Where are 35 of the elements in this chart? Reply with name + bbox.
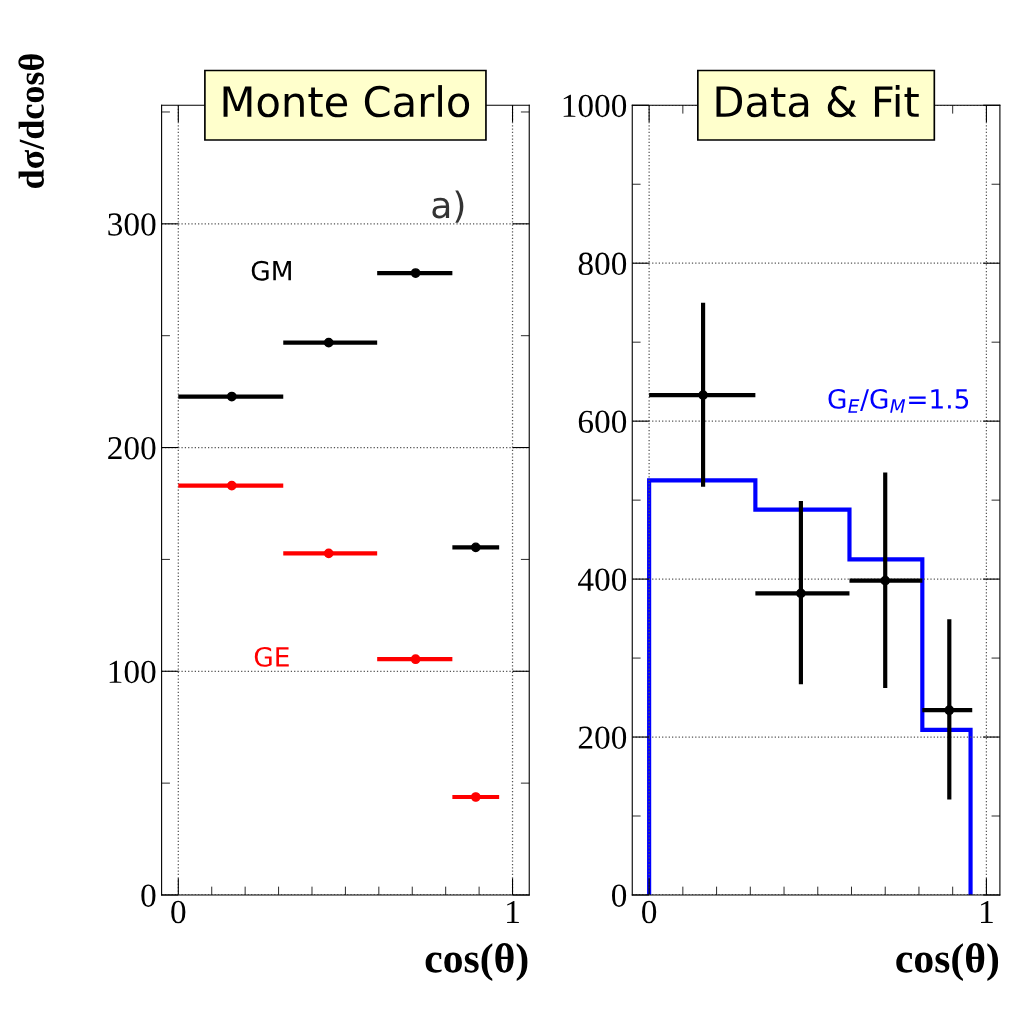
- point: [698, 390, 708, 400]
- x-tick-label: 0: [642, 900, 657, 924]
- y-tick-label: 1000: [563, 94, 627, 118]
- y-axis-title: dσ/dcosθ: [18, 54, 44, 189]
- x-axis-title: cos(θ): [896, 943, 999, 982]
- point: [226, 391, 237, 402]
- y-tick-label: 300: [108, 213, 156, 236]
- text: GM: [251, 260, 291, 281]
- x-tick-label: 0: [171, 900, 186, 924]
- chart-title: Monte Carlo: [223, 85, 470, 118]
- point: [470, 792, 481, 802]
- point: [470, 542, 481, 553]
- point: [323, 548, 334, 559]
- point: [323, 337, 334, 348]
- point: [226, 480, 237, 491]
- y-tick-label: 100: [109, 660, 156, 684]
- y-tick-label: 200: [578, 726, 627, 749]
- y-tick-label: 800: [578, 252, 627, 276]
- point: [410, 654, 421, 665]
- x-axis-title: cos(θ): [425, 943, 528, 982]
- point: [410, 268, 421, 278]
- x-tick-label: 1: [507, 900, 519, 923]
- point: [880, 575, 891, 586]
- text: GE: [254, 646, 289, 667]
- y-tick-label: 600: [578, 410, 627, 434]
- y-tick-label: 400: [578, 568, 627, 591]
- chart-title: Data & Fit: [716, 85, 919, 118]
- x-tick-label: 1: [981, 900, 993, 923]
- y-tick-label: 0: [612, 884, 627, 907]
- point: [944, 705, 955, 716]
- point: [796, 588, 806, 599]
- y-tick-label: 200: [108, 436, 156, 460]
- y-tick-label: 0: [141, 884, 156, 907]
- text: G$_{E}$/G$_{M}$=1.5: [828, 388, 969, 413]
- annotation: a): [432, 190, 464, 223]
